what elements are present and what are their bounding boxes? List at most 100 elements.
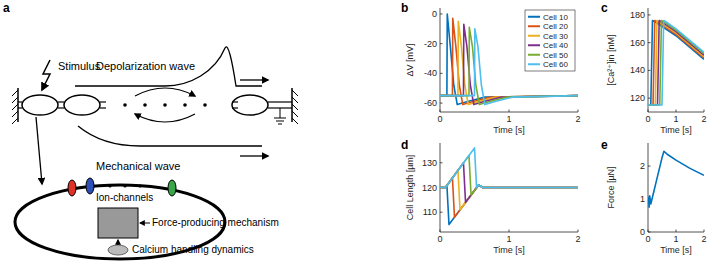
- y-tick-label: 160: [630, 38, 645, 48]
- x-tick-label: 1: [673, 234, 678, 244]
- plot-area: [648, 20, 704, 105]
- x-tick-label: 0: [437, 234, 442, 244]
- legend-label: Cell 30: [543, 32, 568, 41]
- chain-dot: [183, 103, 187, 107]
- series-line: [648, 20, 704, 105]
- series-line: [440, 185, 578, 225]
- plot-area: [440, 148, 578, 225]
- panel-label: e: [601, 138, 608, 152]
- y-tick-label: 120: [422, 183, 437, 193]
- x-tick: [704, 110, 705, 113]
- series-line: [440, 27, 578, 104]
- junction: [232, 107, 238, 108]
- x-tick-label: 1: [673, 114, 678, 124]
- x-tick-label: 0: [437, 114, 442, 124]
- pointer: [118, 240, 119, 245]
- y-tick-label: -40: [424, 68, 437, 78]
- junction: [232, 101, 238, 102]
- panel-label: a: [3, 1, 10, 15]
- y-tick-label: 130: [422, 158, 437, 168]
- y-tick: [648, 42, 651, 43]
- wall-hatch: [292, 97, 298, 103]
- x-tick-label: 0: [645, 114, 650, 124]
- x-tick: [676, 110, 677, 113]
- x-tick-label: 2: [701, 234, 706, 244]
- ground: [274, 118, 286, 119]
- panel-label: d: [401, 138, 408, 152]
- x-tick-label: 1: [506, 234, 511, 244]
- channel-dot: [123, 184, 126, 187]
- x-tick: [578, 230, 579, 233]
- y-tick: [648, 14, 651, 15]
- y-tick-label: 110: [423, 207, 437, 217]
- panel-a: aStimulusDepolarization waveMechanical w…: [3, 1, 298, 259]
- chart-panel: e012012Time [s]Force [µN]: [601, 138, 707, 255]
- legend-swatch: [528, 16, 540, 18]
- x-tick: [440, 110, 441, 113]
- ground: [276, 121, 284, 122]
- y-tick-label: -60: [424, 98, 437, 108]
- y-tick: [440, 73, 443, 74]
- plot-area: [440, 14, 578, 105]
- series-line: [440, 18, 578, 104]
- y-tick-label: 120: [630, 93, 645, 103]
- y-tick-label: 0: [432, 9, 437, 19]
- chart-panel: d012110120130Time [s]Cell Length [µm]: [401, 138, 581, 255]
- wall-hatch: [292, 104, 298, 110]
- series-line: [440, 14, 578, 105]
- channel-dot: [108, 184, 111, 187]
- x-tick-label: 2: [701, 114, 706, 124]
- chain-dot: [163, 103, 167, 107]
- x-tick: [676, 230, 677, 233]
- junction: [100, 101, 106, 102]
- series-line: [440, 21, 578, 104]
- stimulus-label: Stimulus: [58, 60, 101, 72]
- series-line: [440, 148, 578, 188]
- chart-panel: c012120140160180Time [s][Ca²⁺]in [nM]: [601, 1, 707, 135]
- wall-hatch: [12, 118, 18, 124]
- y-axis-label: ΔV [mV]: [405, 43, 415, 76]
- legend-swatch: [528, 63, 540, 65]
- y-tick: [648, 166, 651, 167]
- junction: [18, 101, 22, 102]
- mechanical-label: Mechanical wave: [96, 160, 180, 172]
- y-tick-label: 0: [640, 227, 645, 237]
- y-axis: [648, 8, 649, 112]
- cell: [64, 95, 100, 115]
- y-tick: [648, 98, 651, 99]
- cycle-arrow: [135, 88, 195, 96]
- legend-swatch: [528, 35, 540, 37]
- x-axis-label: Time [s]: [493, 125, 525, 135]
- junction: [58, 101, 64, 102]
- x-tick: [509, 230, 510, 233]
- force-box: [98, 208, 138, 238]
- wave-arrow: [240, 79, 268, 80]
- legend-swatch: [528, 44, 540, 46]
- mechanical-curve: [78, 126, 262, 146]
- figure: aStimulusDepolarization waveMechanical w…: [0, 0, 709, 263]
- cell: [22, 95, 58, 115]
- ground: [278, 124, 282, 125]
- y-axis: [648, 143, 649, 232]
- y-tick-label: 140: [630, 65, 645, 75]
- series-line: [648, 20, 704, 105]
- y-tick: [440, 103, 443, 104]
- legend-label: Cell 10: [543, 13, 568, 22]
- wall-hatch: [292, 111, 298, 117]
- panel-label: c: [601, 1, 608, 15]
- wall-hatch: [12, 104, 18, 110]
- pointer: [140, 223, 150, 224]
- series-line: [440, 155, 578, 195]
- series-line: [648, 20, 704, 105]
- wave-arrow: [240, 155, 268, 156]
- zoom-arrow: [36, 117, 42, 184]
- cell: [232, 95, 268, 115]
- ground: [280, 108, 281, 118]
- legend-label: Cell 50: [543, 51, 568, 60]
- ion-channel: [68, 180, 76, 196]
- depolarization-curve: [75, 47, 262, 86]
- y-tick: [440, 43, 443, 44]
- junction: [100, 107, 106, 108]
- y-tick-label: 1: [640, 194, 645, 204]
- x-axis-label: Time [s]: [660, 125, 692, 135]
